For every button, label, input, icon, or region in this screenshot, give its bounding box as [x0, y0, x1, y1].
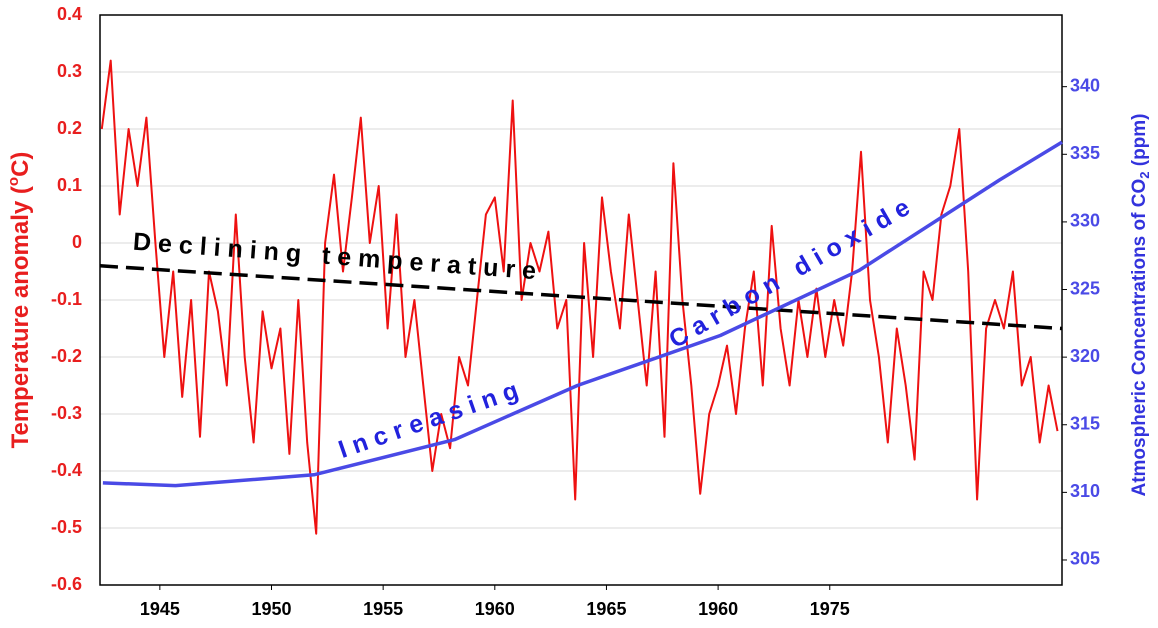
y-tick-label: -0.1	[51, 289, 82, 309]
x-tick-label: 1945	[140, 599, 180, 619]
y2-title-part: Atmospheric Concentrations of CO	[1129, 179, 1150, 497]
y-tick-label: 0.1	[57, 175, 82, 195]
y-title-part: Temperature anomaly (	[7, 186, 34, 448]
x-tick-label: 1960	[475, 599, 515, 619]
x-tick-label: 1960	[698, 599, 738, 619]
y-tick-label: -0.5	[51, 517, 82, 537]
data-line	[99, 264, 1063, 331]
y2-tick-label: 320	[1070, 346, 1100, 366]
x-tick-label: 1955	[363, 599, 403, 619]
y-title-part: C)	[7, 152, 34, 177]
plot-frame	[99, 14, 1063, 586]
data-line	[100, 59, 1059, 535]
data-line	[102, 140, 1063, 488]
y-axis-title: Temperature anomaly (oC)	[5, 152, 34, 449]
y2-tick-label: 305	[1070, 549, 1100, 569]
x-tick-label: 1975	[810, 599, 850, 619]
y-tick-label: -0.6	[51, 574, 82, 594]
y2-tick-label: 310	[1070, 481, 1100, 501]
y2-title-part: (ppm)	[1129, 113, 1150, 171]
y-tick-label: -0.4	[51, 460, 82, 480]
y-tick-label: 0.2	[57, 118, 82, 138]
annotation: Declining temperature	[132, 228, 544, 286]
x-tick-label: 1965	[586, 599, 626, 619]
y2-tick-label: 340	[1070, 75, 1100, 95]
x-tick-label: 1950	[251, 599, 291, 619]
y2-tick-label: 325	[1070, 278, 1100, 298]
y2-axis-title: Atmospheric Concentrations of CO2 (ppm)	[1129, 113, 1152, 496]
y2-tick-label: 330	[1070, 211, 1100, 231]
y-tick-label: -0.3	[51, 403, 82, 423]
y-tick-label: 0	[72, 232, 82, 252]
y2-tick-label: 315	[1070, 414, 1100, 434]
annotation: Carbon dioxide	[664, 190, 920, 354]
y-tick-label: 0.3	[57, 61, 82, 81]
y2-title-part: 2	[1137, 172, 1152, 179]
y2-tick-label: 335	[1070, 143, 1100, 163]
y-title-part: o	[5, 177, 22, 186]
y-tick-label: -0.2	[51, 346, 82, 366]
y-tick-label: 0.4	[57, 4, 82, 24]
